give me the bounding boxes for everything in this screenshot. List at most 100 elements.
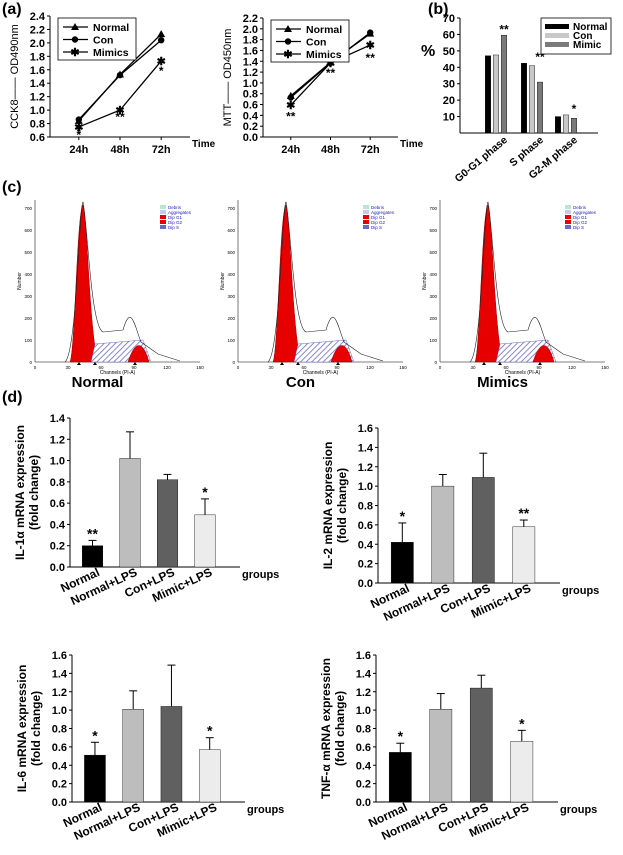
gate-marker: [538, 362, 542, 365]
significance-annotation: **: [326, 66, 336, 80]
bar: [529, 65, 535, 134]
y-tick-label: 30: [443, 79, 455, 91]
legend-label: Dip S: [573, 225, 584, 230]
panel-title: Con: [286, 374, 315, 391]
histogram-outline: [469, 201, 586, 363]
data-point: [157, 30, 166, 38]
y-tick-label: 1.6: [30, 65, 45, 77]
legend-marker: [284, 38, 292, 45]
significance-annotation: *: [572, 102, 577, 116]
data-point: ✱: [366, 40, 375, 52]
y-tick-label: 0.4: [358, 539, 374, 551]
significance-annotation: *: [76, 125, 81, 139]
y-tick-label: 1.4: [52, 668, 68, 680]
y-tick-label: 2.0: [243, 24, 258, 36]
significance-annotation: *: [207, 723, 213, 739]
y-tick-label: 0.6: [243, 100, 258, 112]
y-tick-label: 0.8: [358, 501, 373, 513]
panel-label-c: (c): [2, 179, 22, 196]
y-tick-label: 0.6: [50, 498, 65, 510]
histogram-outline: [64, 201, 181, 363]
y-tick-label: 0.8: [52, 724, 67, 736]
bar: [471, 477, 495, 584]
y-tick-label: 1.4: [358, 442, 374, 454]
x-tick-label: 90: [131, 365, 137, 370]
y-tick-label: 0.4: [243, 110, 259, 122]
legend-marker: ✱: [70, 47, 79, 59]
legend-swatch: [363, 215, 369, 219]
bar: [198, 749, 221, 803]
significance-annotation: *: [159, 64, 164, 78]
y-tick-label: 200: [24, 316, 32, 321]
panel-label-a: (a): [2, 1, 22, 18]
legend-swatch: [363, 220, 369, 224]
x-tick-label: 24h: [69, 144, 88, 156]
y-tick-label: 1.0: [30, 105, 45, 117]
y-tick-label: 2.2: [30, 24, 45, 36]
legend-label: Mimic: [573, 40, 602, 51]
x-axis-label: groups: [560, 804, 597, 816]
y-tick-label: 1.4: [50, 413, 66, 425]
y-tick-label: 0.4: [356, 760, 372, 772]
flow-histogram-con: 0 100 200 300 400 500 600 700 0 30 60 90 120 150 Chann…: [220, 200, 407, 391]
x-axis-label: Channels (PI-A): [100, 370, 136, 376]
data-point: [287, 94, 294, 101]
y-axis-label: %: [421, 43, 435, 60]
legend-label: Aggregates: [371, 210, 395, 215]
gate-marker: [280, 362, 284, 365]
y-tick-label: 1.2: [50, 434, 65, 446]
y-tick-label: 700: [227, 206, 235, 211]
y-tick-label: 0.0: [358, 578, 373, 590]
gate-marker: [336, 362, 340, 365]
y-axis-label: IL-1α mRNA expression: [13, 425, 27, 560]
legend-label: Dip G2: [168, 220, 183, 225]
legend-label: Debris: [168, 205, 182, 210]
legend-swatch: [565, 220, 571, 224]
y-tick-label: 1.2: [243, 67, 258, 79]
y-axis-label-2: (fold change): [333, 691, 347, 766]
legend-marker: [71, 36, 79, 43]
significance-annotation: *: [519, 715, 525, 731]
y-axis-label: Number: [422, 272, 428, 290]
bar: [388, 752, 412, 803]
legend-label: Con: [573, 31, 592, 42]
bar: [512, 526, 536, 584]
chart-mtt: 0.00.20.40.60.81.01.21.41.61.82.02.2 24h 4…: [222, 13, 424, 156]
legend-label: Dip G1: [573, 215, 588, 220]
significance-annotation: *: [76, 128, 81, 142]
g1-peak: [69, 204, 98, 363]
bar: [431, 485, 455, 584]
significance-annotation: **: [518, 505, 529, 521]
y-axis-label: MTT—— OD450nm: [222, 29, 234, 127]
x-tick-label: 72h: [152, 144, 171, 156]
y-tick-label: 0.2: [358, 559, 373, 571]
g1-peak: [474, 204, 503, 363]
y-tick-label: 1.6: [358, 423, 373, 435]
y-tick-label: 1.6: [356, 650, 371, 662]
y-tick-label: 100: [227, 338, 235, 343]
y-tick-label: 0.8: [356, 724, 371, 736]
y-tick-label: 200: [429, 316, 437, 321]
y-tick-label: 600: [227, 228, 235, 233]
y-tick-label: 500: [24, 250, 32, 255]
bar: [84, 754, 106, 803]
legend-label: Dip S: [371, 225, 382, 230]
y-axis-label: Number: [220, 272, 226, 290]
legend-label: Con: [306, 37, 326, 49]
x-tick-label: 72h: [361, 144, 380, 156]
chart-il2: 0.0 0.2 0.4 0.6 0.8 1.0 1.2 1.4 1.6 IL-2 mRNA exp…: [321, 423, 599, 624]
legend-swatch: [363, 210, 369, 214]
y-tick-label: 300: [24, 294, 32, 299]
chart-tnfa: 0.0 0.2 0.4 0.6 0.8 1.0 1.2 1.4 1.6 TNF-α mRNA ex…: [319, 650, 597, 843]
y-tick-label: 1.0: [243, 78, 258, 90]
x-tick-label: 30: [65, 365, 71, 370]
legend-label: Con: [93, 35, 113, 47]
x-tick-label: 0: [439, 365, 442, 370]
chart-il6: 0.0 0.2 0.4 0.6 0.8 1.0 1.2 1.4 1.6 IL-6 mRNA exp…: [15, 650, 284, 843]
data-point: [157, 37, 165, 44]
legend-swatch: [160, 210, 166, 214]
legend-label: Dip G2: [573, 220, 588, 225]
g2-peak: [532, 345, 555, 363]
legend-label: Debris: [573, 205, 587, 210]
